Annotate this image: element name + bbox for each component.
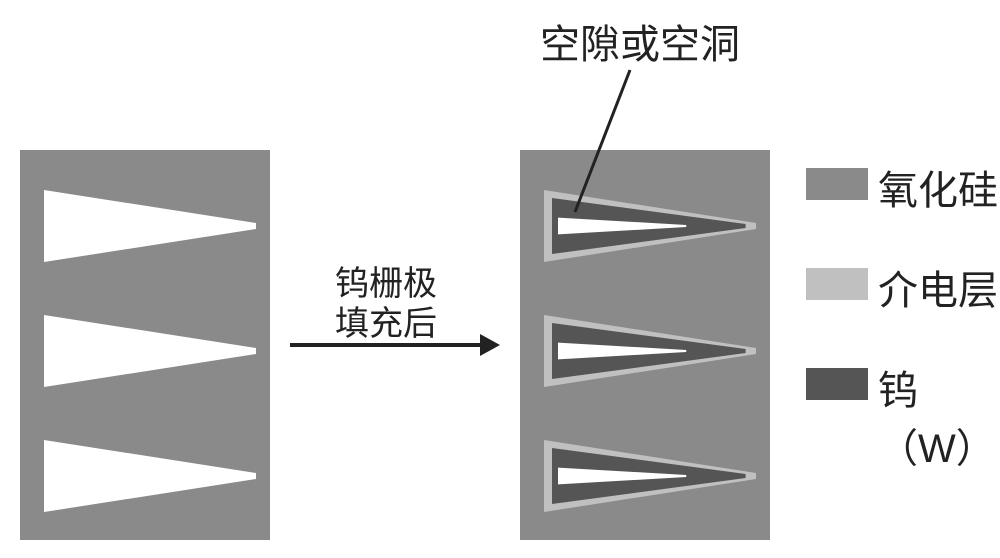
process-arrow-head: [480, 334, 500, 356]
legend-text-dielectric: 介电层: [878, 258, 998, 316]
legend-swatch-tungsten: [806, 368, 868, 400]
block-before: [20, 150, 270, 540]
legend-text-tungsten: 钨（W）: [878, 358, 1000, 474]
block-after: [520, 150, 770, 540]
legend-swatch-oxide: [806, 168, 868, 200]
legend-text-oxide: 氧化硅: [878, 158, 998, 216]
arrow-label-line2: 填充后: [335, 296, 437, 345]
legend-swatch-dielectric: [806, 268, 868, 300]
